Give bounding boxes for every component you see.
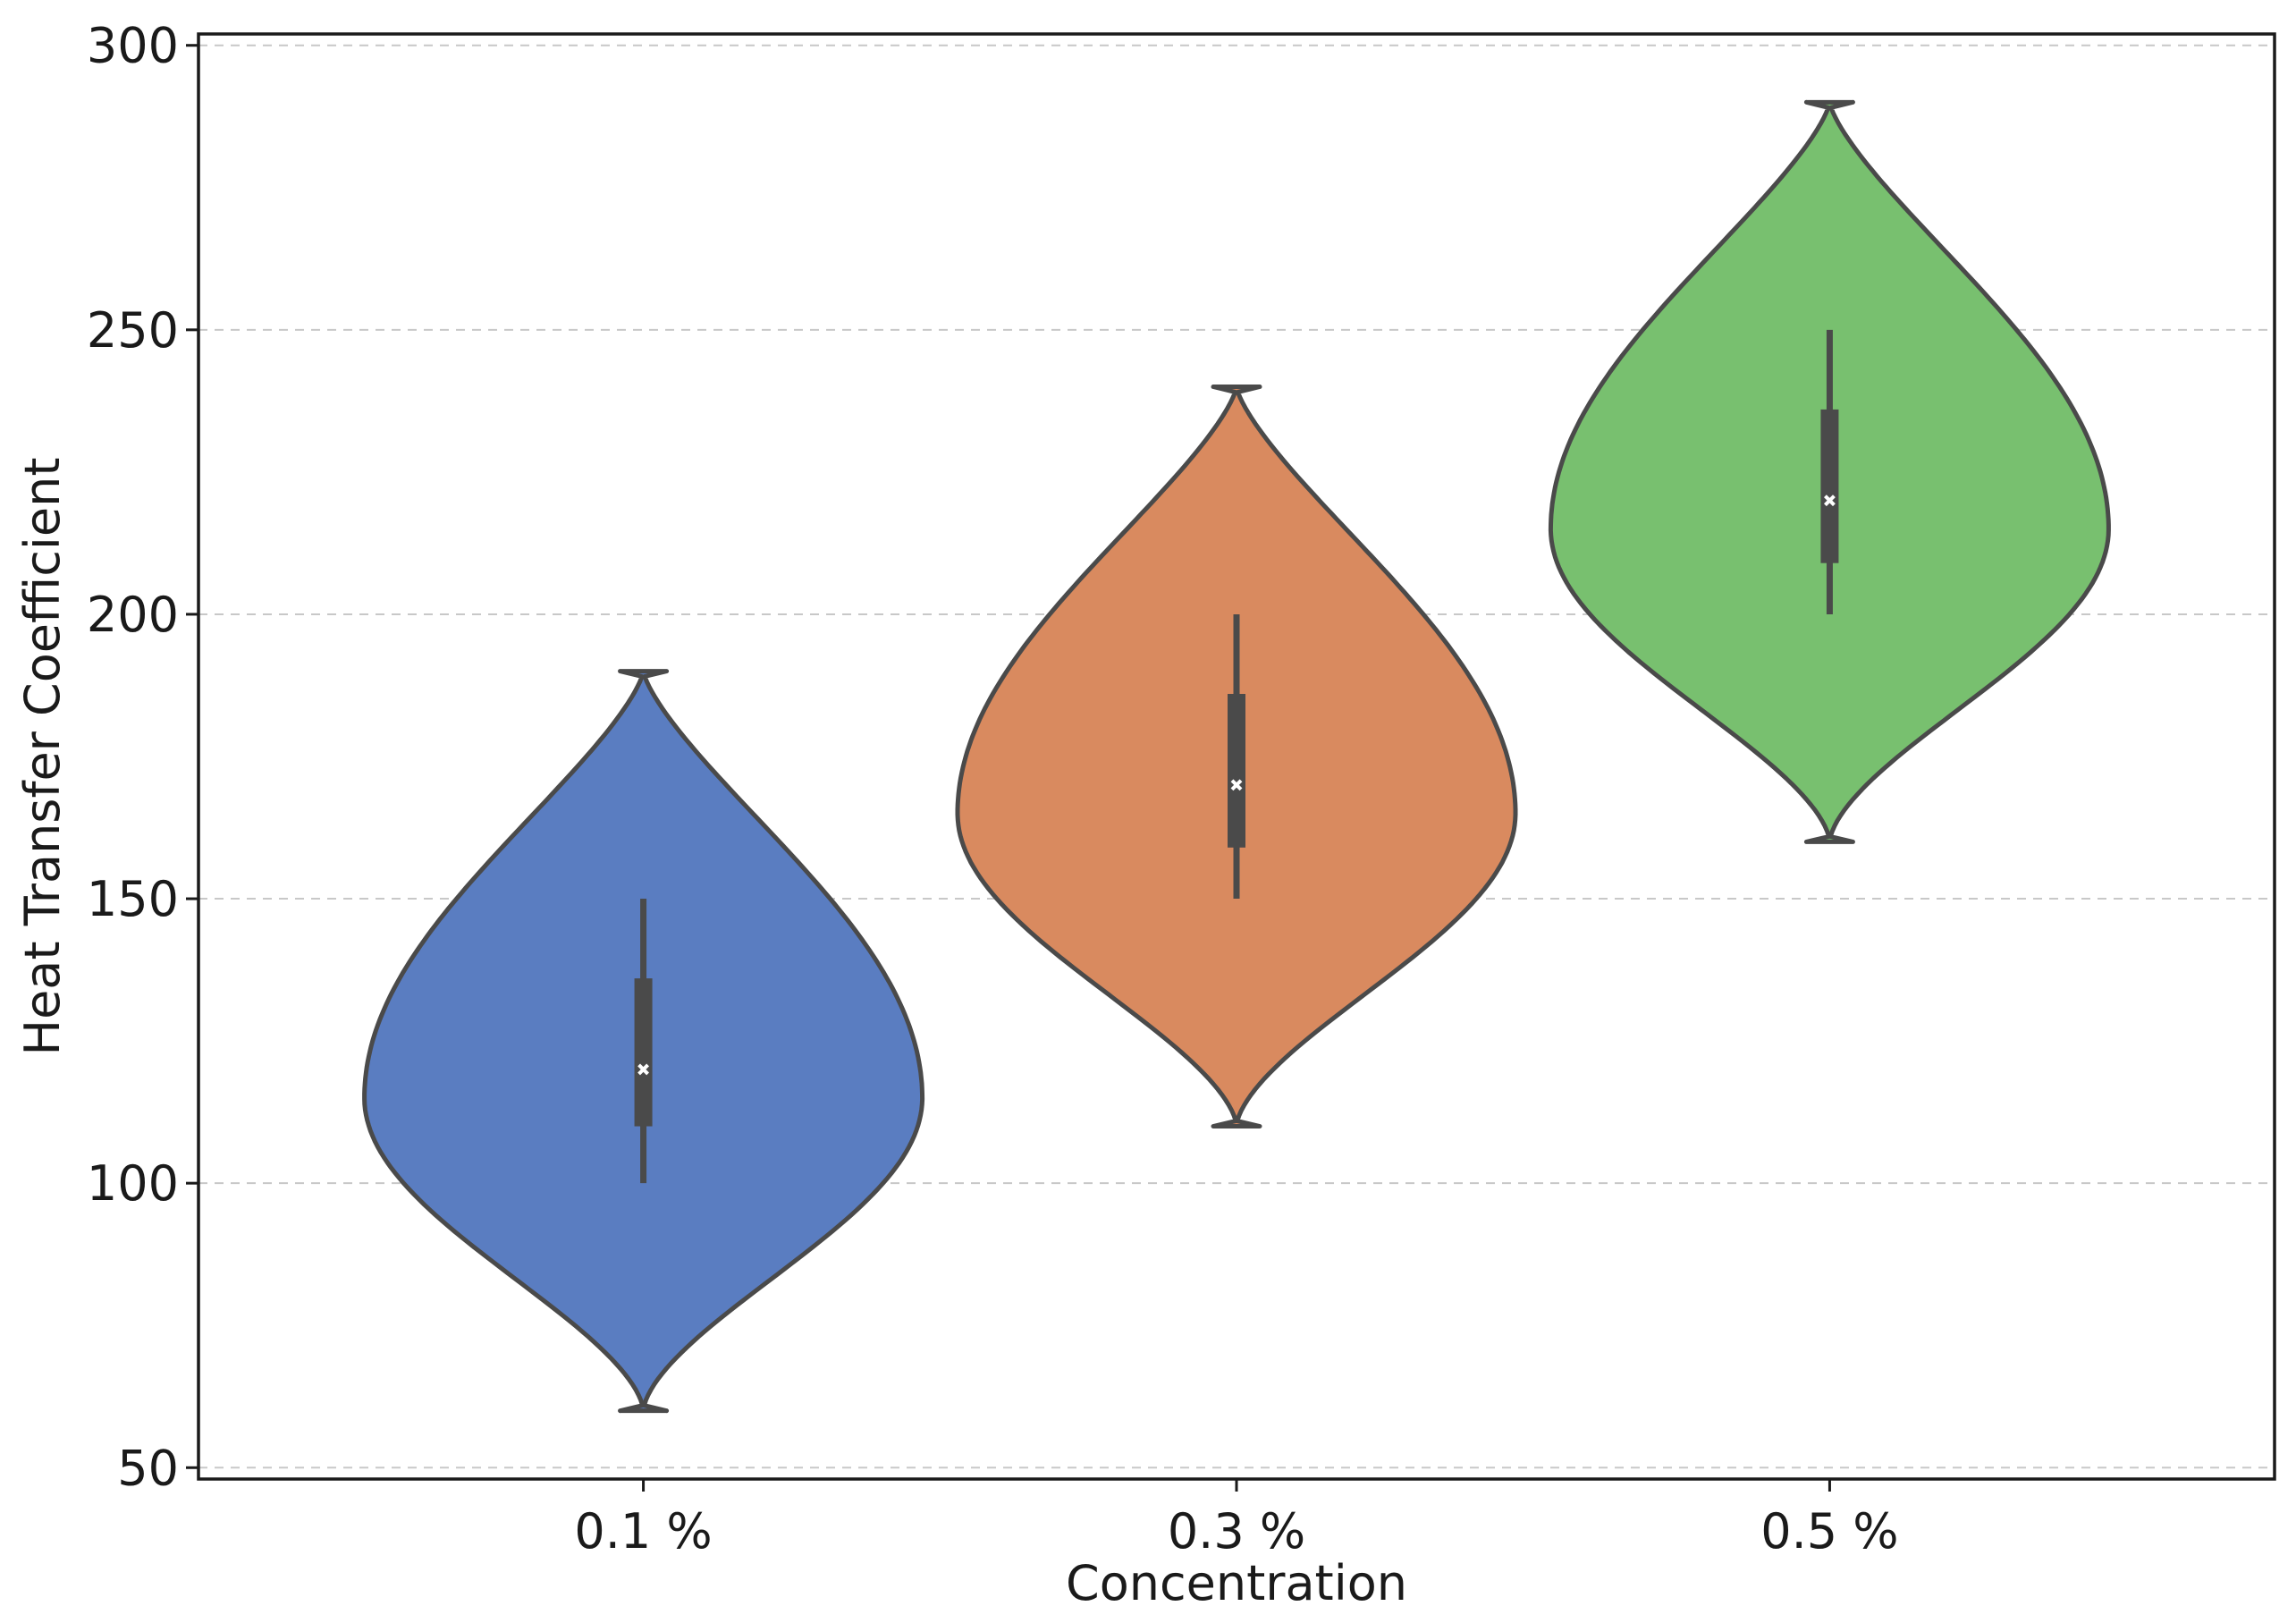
x-axis-title: Concentration: [1066, 1555, 1407, 1611]
y-tick-label: 100: [87, 1155, 179, 1212]
x-tick-label: 0.1 %: [574, 1503, 712, 1560]
x-tick-label: 0.3 %: [1168, 1503, 1305, 1560]
y-tick-label: 50: [117, 1440, 179, 1496]
violin-iqr-box: [634, 978, 653, 1127]
y-tick-label: 250: [87, 302, 179, 359]
violin-iqr-box: [1228, 694, 1245, 848]
x-tick-label: 0.5 %: [1760, 1503, 1898, 1560]
violins: [362, 99, 2111, 1414]
violin-median-marker: [637, 1063, 649, 1076]
violin-median-marker: [1824, 495, 1836, 507]
y-tick-label: 200: [87, 587, 179, 643]
y-axis-title: Heat Transfer Coefficient: [14, 457, 71, 1055]
violin-median-marker: [1230, 779, 1243, 791]
axes: 50 100 150 200 250 300 0.1 % 0.3 % 0.5 %: [87, 18, 1899, 1560]
violin-iqr-box: [1820, 409, 1839, 563]
y-tick-label: 150: [87, 871, 179, 927]
y-tick-label: 300: [87, 18, 179, 74]
